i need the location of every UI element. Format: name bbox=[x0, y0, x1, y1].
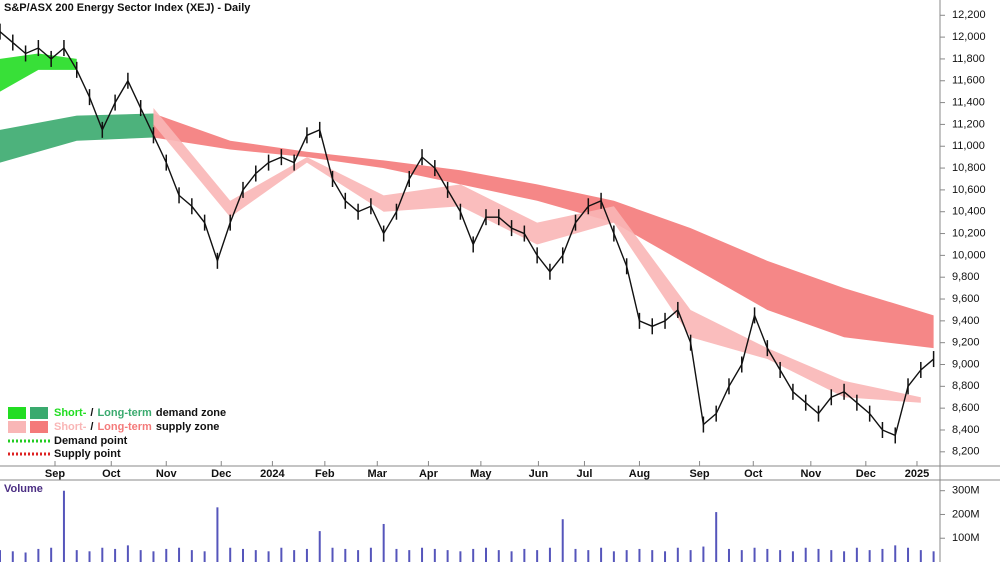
y-tick-label: 8,800 bbox=[952, 380, 980, 392]
y-tick-label: 8,600 bbox=[952, 402, 980, 414]
y-tick-label: 11,200 bbox=[952, 118, 985, 130]
x-tick-label: Nov bbox=[156, 468, 178, 480]
x-tick-label: Jun bbox=[529, 468, 549, 480]
x-tick-label: Jul bbox=[577, 468, 593, 480]
y-tick-label: 8,200 bbox=[952, 446, 980, 458]
legend-swatch bbox=[30, 421, 48, 433]
legend-label: Short- / Long-term demand zone bbox=[54, 407, 226, 419]
legend-text: supply zone bbox=[156, 421, 220, 433]
legend-label: Supply point bbox=[54, 448, 121, 460]
x-tick-label: Oct bbox=[744, 468, 763, 480]
y-tick-label: 12,200 bbox=[952, 9, 986, 21]
legend-swatch bbox=[8, 421, 26, 433]
y-tick-label: 9,200 bbox=[952, 337, 980, 349]
legend-text: / bbox=[90, 421, 93, 433]
x-tick-label: 2024 bbox=[260, 468, 285, 480]
price-line bbox=[0, 31, 935, 437]
zone bbox=[153, 108, 921, 403]
x-tick-label: Aug bbox=[629, 468, 650, 480]
zone bbox=[0, 113, 154, 163]
x-tick-label: Sep bbox=[689, 468, 709, 480]
y-tick-label: 10,000 bbox=[952, 249, 986, 261]
y-tick-label: 10,200 bbox=[952, 227, 986, 239]
x-tick-label: Sep bbox=[45, 468, 65, 480]
x-tick-label: Oct bbox=[102, 468, 121, 480]
x-tick-label: May bbox=[470, 468, 492, 480]
legend-text: Long-term bbox=[97, 421, 152, 433]
x-tick-label: Apr bbox=[419, 468, 439, 480]
chart-title: S&P/ASX 200 Energy Sector Index (XEJ) - … bbox=[4, 2, 251, 14]
y-tick-label: 10,400 bbox=[952, 206, 986, 218]
y-tick-label: 8,400 bbox=[952, 424, 980, 436]
x-tick-label: Dec bbox=[211, 468, 231, 480]
y-tick-label: 10,600 bbox=[952, 184, 986, 196]
legend-text: Long-term bbox=[97, 407, 152, 419]
volume-tick-label: 200M bbox=[952, 508, 980, 520]
x-tick-label: 2025 bbox=[905, 468, 929, 480]
legend-label: Demand point bbox=[54, 435, 128, 447]
legend-text: Short- bbox=[54, 407, 87, 419]
volume-tick-label: 300M bbox=[952, 485, 980, 497]
y-tick-label: 10,800 bbox=[952, 162, 986, 174]
y-tick-label: 12,000 bbox=[952, 31, 986, 43]
x-tick-label: Feb bbox=[315, 468, 335, 480]
legend-swatch bbox=[8, 407, 26, 419]
legend-text: / bbox=[90, 407, 93, 419]
legend-swatch bbox=[30, 407, 48, 419]
volume-label: Volume bbox=[4, 483, 43, 495]
legend-text: Short- bbox=[54, 421, 87, 433]
legend-text: demand zone bbox=[156, 407, 226, 419]
x-tick-label: Dec bbox=[856, 468, 876, 480]
y-tick-label: 9,800 bbox=[952, 271, 980, 283]
y-tick-label: 9,400 bbox=[952, 315, 980, 327]
volume-tick-label: 100M bbox=[952, 532, 980, 544]
y-tick-label: 11,600 bbox=[952, 75, 985, 87]
legend-label: Short- / Long-term supply zone bbox=[54, 421, 219, 433]
zone bbox=[153, 113, 934, 349]
y-tick-label: 9,000 bbox=[952, 358, 980, 370]
zone bbox=[0, 53, 77, 92]
y-tick-label: 11,000 bbox=[952, 140, 985, 152]
x-tick-label: Nov bbox=[800, 468, 822, 480]
y-tick-label: 11,800 bbox=[952, 53, 985, 65]
x-tick-label: Mar bbox=[367, 468, 387, 480]
y-tick-label: 9,600 bbox=[952, 293, 980, 305]
y-tick-label: 11,400 bbox=[952, 96, 985, 108]
